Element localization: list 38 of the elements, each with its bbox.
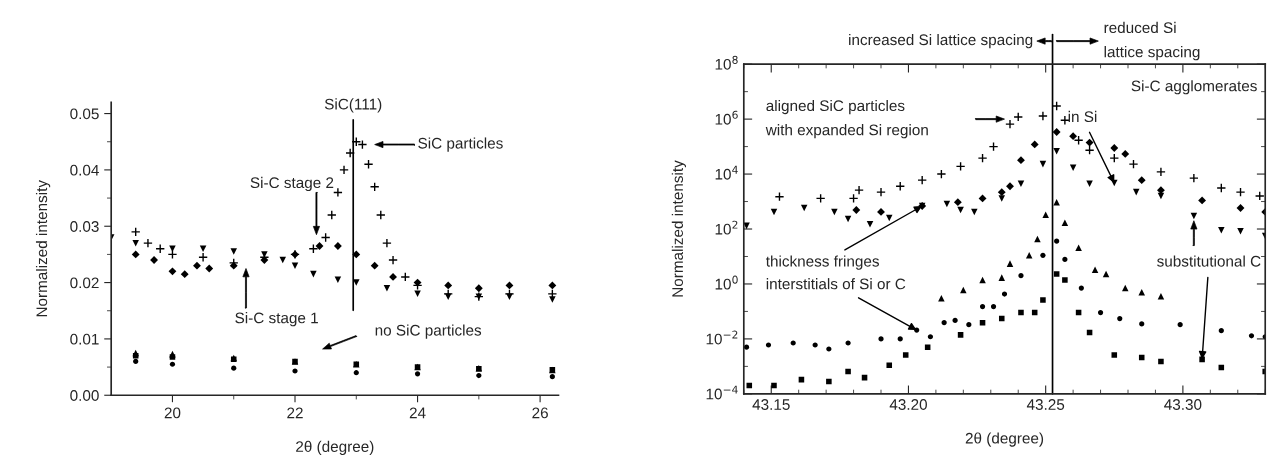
text: reduced Si lattice spacing: [1104, 21, 1200, 61]
x-axis-title: 2θ (degree): [965, 432, 1044, 447]
y-tick-label: 10$^{0}$: [715, 275, 738, 290]
x-tick-label: 24: [409, 407, 426, 419]
text: increased Si lattice spacing: [849, 33, 1033, 49]
x-tick-label: 26: [532, 407, 548, 419]
y-tick-label: 0.00: [70, 390, 99, 401]
annotation: in Si: [1068, 110, 1097, 123]
y-tick-label: 0.04: [70, 164, 99, 176]
annotation: Si-C agglomerates: [1131, 80, 1257, 95]
x-tick-label: 22: [287, 407, 303, 419]
y-axis-title: Normalized intensity: [671, 160, 687, 297]
x-tick-label: 43.20: [889, 399, 927, 410]
y-tick-label: 0.02: [70, 277, 99, 289]
annotation: Si-C stage 1: [235, 312, 318, 327]
annotation: no SiC particles: [375, 324, 482, 339]
annotation: Si-C stage 2: [250, 176, 334, 192]
x-tick-label: 43.15: [752, 399, 790, 410]
y-tick-label: 10$^{8}$: [715, 55, 738, 70]
y-tick-label: 0.03: [70, 221, 99, 232]
annotation: interstitials of Si or C: [766, 278, 906, 290]
x-tick-label: 43.25: [1026, 399, 1065, 410]
y-tick-label: 10$^{2}$: [715, 220, 738, 235]
y-axis-title: Normalized intensity: [35, 180, 51, 317]
y-tick-label: 0.05: [70, 108, 99, 120]
annotation: thickness fringes: [765, 255, 879, 270]
y-tick-label: 10$^{−4}$: [706, 385, 738, 400]
ref-line-label: SiC(111): [324, 98, 382, 113]
y-tick-label: 0.01: [70, 333, 99, 345]
y-tick-label: 10$^{6}$: [715, 110, 738, 125]
x-tick-label: 20: [164, 407, 181, 419]
annotation: aligned SiC particles with expanded Si region: [765, 99, 928, 139]
y-tick-label: 10$^{4}$: [715, 165, 738, 180]
x-axis-title: 2θ (degree): [296, 440, 374, 455]
annotation: SiC particles: [418, 137, 503, 152]
annotation: substitutional C: [1157, 255, 1261, 267]
x-tick-label: 43.30: [1164, 399, 1202, 410]
y-tick-label: 10$^{−2}$: [706, 330, 738, 345]
